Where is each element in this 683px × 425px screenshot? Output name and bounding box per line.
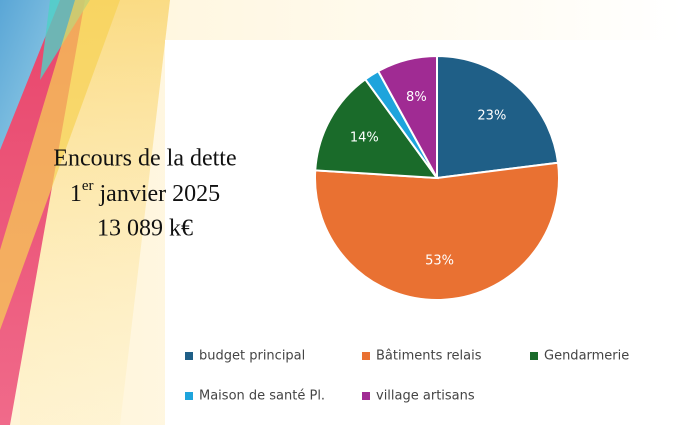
total: 13 089 k€: [97, 216, 193, 242]
slice-label: 23%: [477, 108, 506, 123]
legend-swatch: [185, 352, 193, 360]
legend-label: Bâtiments relais: [376, 349, 482, 364]
pie-slice: [376, 54, 438, 179]
legend-label: village artisans: [376, 389, 475, 404]
date-line: 1er janvier 2025: [70, 178, 220, 206]
pie-slice: [314, 77, 440, 180]
legend-label: budget principal: [199, 349, 305, 364]
pie-slice: [436, 54, 560, 180]
date-rest: janvier 2025: [99, 181, 221, 207]
legend-swatch: [362, 392, 370, 400]
pie-slice: [314, 161, 560, 301]
legend-swatch: [185, 392, 193, 400]
legend-label: Maison de santé Pl.: [199, 389, 325, 404]
legend-label: Gendarmerie: [544, 349, 629, 364]
chart-title: Encours de la dette: [53, 146, 236, 172]
date-sup: er: [82, 178, 94, 194]
slice-label: 8%: [406, 90, 427, 105]
slice-label: 14%: [350, 131, 379, 146]
legend-swatch: [530, 352, 538, 360]
slice-label: 53%: [425, 253, 454, 268]
date-number: 1: [70, 181, 82, 207]
legend-swatch: [362, 352, 370, 360]
